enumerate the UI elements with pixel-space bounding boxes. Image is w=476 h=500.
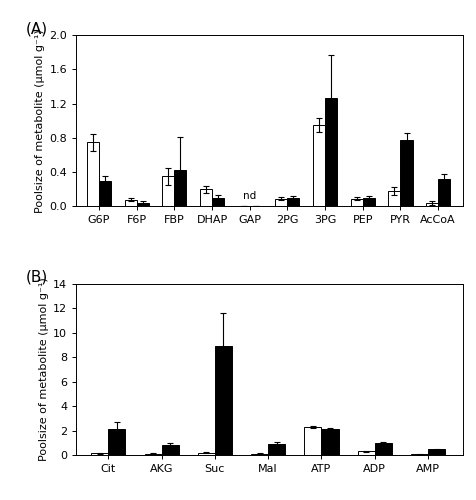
Bar: [325, 98, 337, 206]
Bar: [357, 452, 374, 455]
Bar: [99, 180, 111, 206]
Bar: [410, 454, 427, 455]
Bar: [250, 454, 268, 455]
Bar: [312, 125, 325, 206]
Bar: [427, 450, 444, 455]
Bar: [161, 444, 178, 455]
Bar: [437, 179, 449, 206]
Bar: [108, 428, 125, 455]
Bar: [321, 430, 338, 455]
Bar: [362, 198, 374, 206]
Bar: [144, 454, 161, 455]
Bar: [374, 444, 391, 455]
Bar: [91, 453, 108, 455]
Text: nd: nd: [243, 192, 256, 202]
Bar: [211, 198, 224, 206]
Bar: [174, 170, 186, 206]
Y-axis label: Poolsize of metabolite (μmol g⁻¹): Poolsize of metabolite (μmol g⁻¹): [39, 278, 49, 461]
Bar: [400, 140, 412, 206]
Bar: [87, 142, 99, 206]
Bar: [287, 198, 299, 206]
Bar: [304, 427, 321, 455]
Bar: [198, 453, 214, 455]
Bar: [162, 176, 174, 206]
Text: (A): (A): [26, 22, 48, 36]
Bar: [136, 203, 149, 206]
Bar: [425, 203, 437, 206]
Text: (B): (B): [26, 270, 48, 285]
Y-axis label: Poolsize of metabolite (μmol g⁻¹): Poolsize of metabolite (μmol g⁻¹): [35, 29, 45, 212]
Bar: [387, 191, 400, 206]
Bar: [214, 346, 231, 455]
Bar: [275, 198, 287, 206]
Bar: [350, 198, 362, 206]
Bar: [124, 200, 136, 206]
Bar: [199, 190, 211, 206]
Bar: [268, 444, 285, 455]
